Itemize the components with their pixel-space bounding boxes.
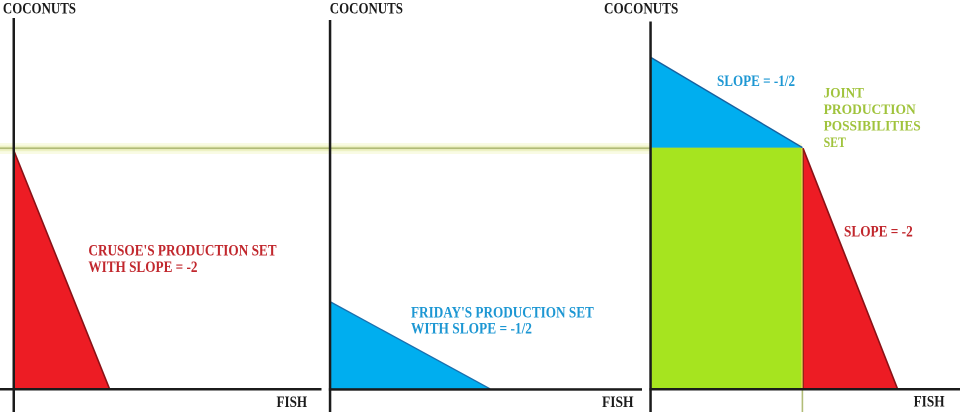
svg-text:WITH SLOPE = -1/2: WITH SLOPE = -1/2 [411,320,532,337]
svg-text:SET: SET [824,135,846,151]
svg-text:WITH SLOPE = -2: WITH SLOPE = -2 [88,259,197,276]
svg-text:COCONUTS: COCONUTS [3,1,76,18]
svg-text:JOINT: JOINT [824,85,865,101]
svg-text:COCONUTS: COCONUTS [604,1,678,18]
svg-text:FISH: FISH [602,394,634,411]
svg-text:POSSIBILITIES: POSSIBILITIES [824,118,921,134]
svg-text:FRIDAY'S PRODUCTION SET: FRIDAY'S PRODUCTION SET [411,304,594,321]
svg-text:SLOPE = -1/2: SLOPE = -1/2 [717,73,795,90]
svg-text:CRUSOE'S PRODUCTION SET: CRUSOE'S PRODUCTION SET [88,243,276,260]
svg-text:SLOPE = -2: SLOPE = -2 [844,224,913,241]
svg-text:FISH: FISH [914,394,945,411]
svg-text:COCONUTS: COCONUTS [330,1,403,18]
svg-text:FISH: FISH [277,394,308,411]
svg-text:PRODUCTION: PRODUCTION [824,102,916,118]
